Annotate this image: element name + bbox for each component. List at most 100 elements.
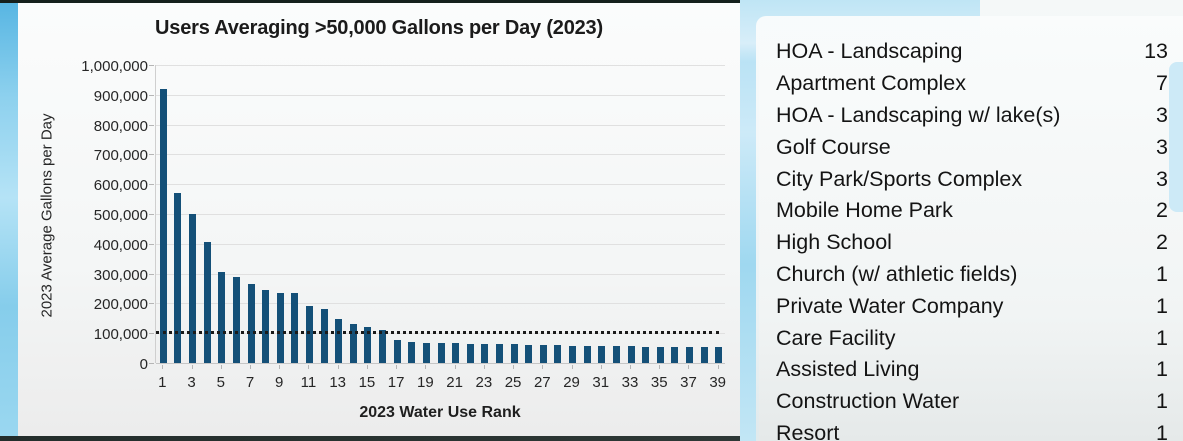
category-count: 1 — [1156, 293, 1168, 318]
y-tick-mark — [149, 243, 154, 245]
slide-left-accent-strip — [0, 3, 18, 436]
x-tick-label: 13 — [329, 374, 347, 391]
bar-rank-10 — [291, 292, 299, 363]
y-tick-mark — [149, 273, 154, 275]
y-tick-label: 500,000 — [93, 207, 148, 224]
y-tick-mark — [149, 303, 154, 305]
bar-rank-5 — [218, 272, 226, 363]
x-tick-label: 31 — [592, 374, 610, 391]
bar-rank-39 — [715, 347, 723, 363]
x-tick-mark — [542, 365, 544, 369]
category-label: HOA - Landscaping — [776, 39, 963, 64]
gridline — [156, 214, 725, 215]
bar-rank-4 — [203, 242, 211, 363]
category-count: 2 — [1156, 230, 1168, 255]
x-tick-label: 33 — [621, 374, 639, 391]
y-axis-ticks: 1,000,000 900,000 800,000 700,000 600,000 500… — [18, 59, 154, 372]
category-label: Mobile Home Park — [776, 198, 953, 223]
slide-bottom-edge — [0, 436, 742, 441]
category-count: 13 — [1144, 39, 1168, 64]
y-tick-label: 0 — [139, 356, 148, 373]
x-tick-mark — [366, 365, 368, 369]
category-label: HOA - Landscaping w/ lake(s) — [776, 102, 1061, 127]
x-tick-mark — [191, 365, 193, 369]
category-count: 1 — [1156, 357, 1168, 382]
y-tick-label: 100,000 — [93, 326, 148, 344]
bar-rank-1 — [159, 88, 167, 363]
gridline — [156, 184, 725, 186]
bar-rank-37 — [685, 346, 693, 363]
bar-rank-7 — [247, 284, 255, 363]
slide-top-edge — [0, 0, 742, 3]
category-row: HOA - Landscaping 13 — [776, 36, 1183, 68]
plot-area — [155, 65, 725, 364]
gridline — [156, 154, 725, 156]
bar-rank-17 — [393, 340, 401, 363]
x-tick-label: 39 — [709, 374, 727, 391]
bar-rank-21 — [452, 343, 460, 363]
gridline — [156, 273, 725, 275]
x-tick-mark — [688, 365, 690, 369]
bar-rank-13 — [335, 318, 343, 363]
bar-rank-35 — [656, 346, 664, 363]
bar-rank-31 — [598, 346, 606, 363]
category-row: Church (w/ athletic fields) 1 — [776, 259, 1183, 291]
x-tick-label: 23 — [475, 374, 493, 391]
bar-rank-23 — [481, 343, 489, 363]
x-tick-label: 17 — [387, 374, 405, 391]
x-axis-ticks: 1 3 5 7 9 11 13 15 17 19 21 23 25 27 29 31 33 35 37 39 — [155, 365, 727, 391]
x-tick-label: 25 — [504, 374, 522, 391]
x-tick-label: 7 — [245, 374, 255, 391]
category-count: 7 — [1156, 71, 1168, 96]
y-tick-mark — [149, 154, 154, 156]
y-tick-mark — [149, 65, 154, 66]
x-tick-mark — [483, 365, 485, 369]
x-tick-mark — [279, 365, 281, 369]
x-tick-mark — [571, 365, 573, 369]
category-row: Construction Water 1 — [776, 386, 1183, 418]
x-tick-label: 1 — [158, 374, 167, 391]
y-tick-label: 800,000 — [93, 117, 148, 135]
x-tick-mark — [454, 365, 456, 369]
x-tick-mark — [513, 365, 515, 369]
category-row: HOA - Landscaping w/ lake(s) 3 — [776, 100, 1183, 132]
bar-rank-38 — [700, 347, 708, 363]
x-tick-label: 3 — [187, 374, 196, 391]
category-row: Apartment Complex 7 — [776, 68, 1183, 100]
x-tick-label: 19 — [417, 374, 434, 391]
category-count: 3 — [1156, 134, 1168, 159]
bar-rank-16 — [379, 329, 387, 363]
bar-rank-33 — [627, 346, 635, 363]
bar-rank-34 — [642, 346, 650, 363]
panel-left-accent — [740, 0, 759, 441]
x-tick-mark — [337, 365, 339, 369]
x-tick-mark — [396, 365, 398, 369]
bar-rank-12 — [320, 309, 328, 363]
bar-rank-28 — [554, 345, 562, 363]
x-tick-label: 5 — [216, 374, 225, 391]
gridline — [156, 94, 725, 96]
y-tick-mark — [149, 94, 154, 96]
bar-rank-8 — [262, 290, 270, 363]
category-label: High School — [776, 230, 892, 255]
category-row: Private Water Company 1 — [776, 290, 1183, 322]
category-label: Resort — [776, 420, 840, 441]
x-tick-label: 21 — [446, 374, 463, 391]
bar-rank-19 — [422, 342, 430, 363]
category-row: Resort 1 — [776, 418, 1183, 441]
gridline — [156, 124, 725, 126]
category-list: HOA - Landscaping 13 Apartment Complex 7 HOA… — [776, 36, 1183, 441]
category-row: Assisted Living 1 — [776, 354, 1183, 386]
y-tick-label: 300,000 — [93, 266, 148, 284]
category-count-panel: HOA - Landscaping 13 Apartment Complex 7 HOA… — [740, 0, 1183, 441]
category-label: City Park/Sports Complex — [776, 166, 1023, 191]
bar-chart-panel: Users Averaging >50,000 Gallons per Day … — [18, 3, 740, 436]
bar-rank-24 — [495, 344, 503, 363]
category-label: Private Water Company — [776, 293, 1004, 318]
category-label: Assisted Living — [776, 357, 920, 382]
gridline — [156, 243, 725, 245]
category-count: 2 — [1156, 198, 1168, 223]
x-axis-title: 2023 Water Use Rank — [359, 404, 521, 421]
bar-rank-29 — [569, 345, 577, 363]
bar-rank-3 — [189, 214, 197, 363]
